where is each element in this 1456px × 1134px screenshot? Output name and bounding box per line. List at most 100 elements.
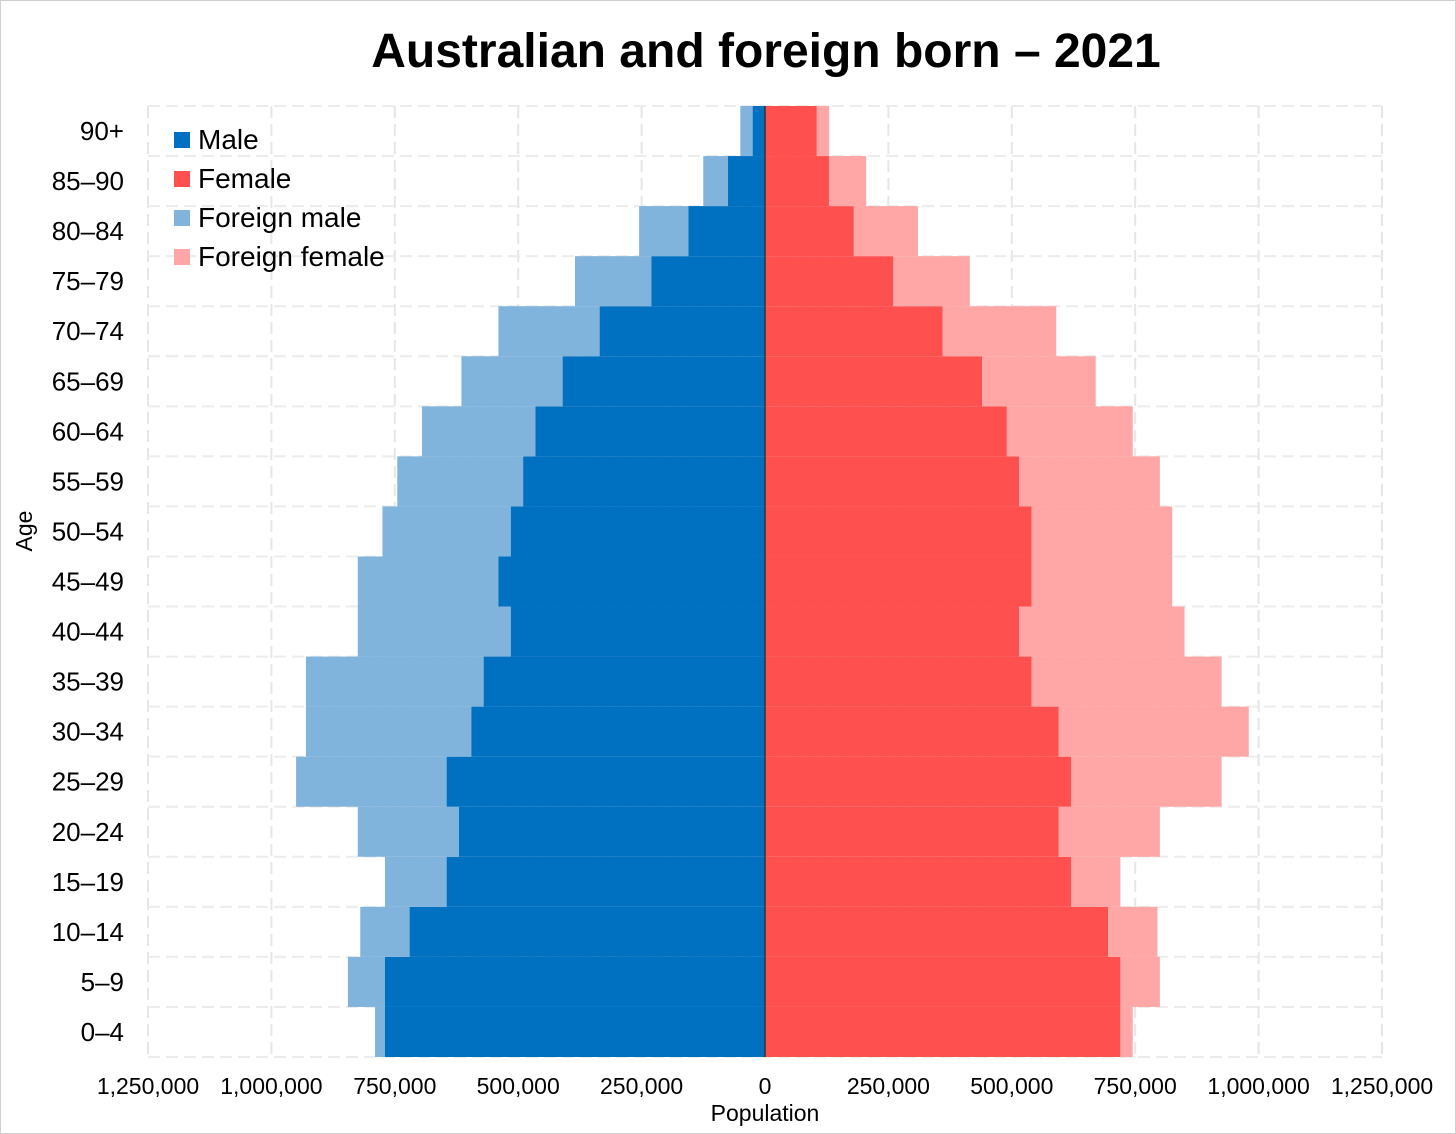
bar-male xyxy=(523,456,765,507)
legend-item-male: Male xyxy=(174,120,385,159)
bar-foreign-male xyxy=(305,706,472,757)
y-tick-label: 15–19 xyxy=(52,867,124,897)
bar-male xyxy=(510,506,765,557)
bar-foreign-female xyxy=(1120,1006,1133,1057)
y-tick-label: 40–44 xyxy=(52,617,124,647)
bar-female xyxy=(765,106,817,157)
bar-female xyxy=(765,306,943,357)
legend-item-foreign-female: Foreign female xyxy=(174,237,385,276)
bar-foreign-female xyxy=(1058,806,1160,857)
bar-male xyxy=(471,706,765,757)
bar-foreign-female xyxy=(1019,606,1185,657)
x-axis-title: Population xyxy=(711,1100,820,1126)
bar-foreign-female xyxy=(816,106,830,157)
bar-foreign-female xyxy=(1031,556,1173,607)
legend-swatch-foreign-male xyxy=(174,209,190,226)
bar-foreign-female xyxy=(1031,656,1222,707)
bar-male xyxy=(458,806,765,857)
bar-foreign-male xyxy=(703,156,728,207)
y-tick-label: 10–14 xyxy=(52,917,124,947)
bar-female xyxy=(765,956,1121,1007)
bar-foreign-male xyxy=(574,256,652,307)
x-tick-label: 1,250,000 xyxy=(1331,1073,1433,1099)
bar-foreign-male xyxy=(639,206,689,257)
legend: Male Female Foreign male Foreign female xyxy=(174,120,385,276)
y-tick-label: 25–29 xyxy=(52,767,124,797)
bar-foreign-male xyxy=(357,606,511,657)
bar-foreign-male xyxy=(357,556,499,607)
bar-female xyxy=(765,156,830,207)
bar-foreign-female xyxy=(982,356,1096,407)
legend-swatch-male xyxy=(174,131,190,148)
y-axis-title: Age xyxy=(11,511,37,552)
bar-foreign-female xyxy=(1058,706,1249,757)
bar-male xyxy=(409,906,765,957)
bar-foreign-male xyxy=(357,806,459,857)
bar-foreign-male xyxy=(305,656,484,707)
bar-foreign-female xyxy=(1120,956,1160,1007)
y-tick-label: 30–34 xyxy=(52,717,124,747)
legend-label-foreign-male: Foreign male xyxy=(198,201,362,233)
bar-female xyxy=(765,756,1072,807)
y-tick-label: 90+ xyxy=(80,116,124,146)
y-tick-label: 65–69 xyxy=(52,366,124,396)
bar-female xyxy=(765,206,854,257)
y-tick-label: 75–79 xyxy=(52,266,124,296)
y-tick-label: 80–84 xyxy=(52,216,124,246)
bar-male xyxy=(752,106,765,157)
y-tick-label: 0–4 xyxy=(81,1017,124,1047)
bar-foreign-male xyxy=(384,856,447,907)
bar-female xyxy=(765,1006,1121,1057)
bar-female xyxy=(765,506,1032,557)
bar-female xyxy=(765,656,1032,707)
bar-female xyxy=(765,256,894,307)
bar-male xyxy=(651,256,765,307)
bar-foreign-male xyxy=(740,106,753,157)
bar-foreign-male xyxy=(498,306,600,357)
bar-foreign-male xyxy=(397,456,524,507)
bar-foreign-female xyxy=(1006,406,1133,457)
x-tick-label: 0 xyxy=(759,1073,772,1099)
bar-female xyxy=(765,556,1032,607)
x-tick-label: 750,000 xyxy=(1094,1073,1177,1099)
bar-male xyxy=(483,656,765,707)
y-tick-label: 85–90 xyxy=(52,166,124,196)
bar-male xyxy=(446,756,765,807)
legend-swatch-foreign-female xyxy=(174,248,190,265)
x-tick-label: 250,000 xyxy=(600,1073,683,1099)
legend-item-foreign-male: Foreign male xyxy=(174,198,385,237)
legend-item-female: Female xyxy=(174,159,385,198)
bar-foreign-female xyxy=(1071,756,1222,807)
bar-foreign-female xyxy=(829,156,867,207)
bar-foreign-male xyxy=(296,756,447,807)
bar-foreign-male xyxy=(347,956,385,1007)
bar-male xyxy=(688,206,765,257)
bar-foreign-male xyxy=(382,506,511,557)
bar-foreign-male xyxy=(360,906,410,957)
bar-male xyxy=(727,156,765,207)
y-tick-label: 60–64 xyxy=(52,416,124,446)
bar-foreign-male xyxy=(421,406,536,457)
x-tick-label: 1,000,000 xyxy=(1207,1073,1309,1099)
y-tick-label: 45–49 xyxy=(52,567,124,597)
y-tick-label: 70–74 xyxy=(52,316,124,346)
bar-foreign-female xyxy=(1108,906,1158,957)
bar-male xyxy=(384,1006,765,1057)
bar-male xyxy=(498,556,765,607)
y-tick-label: 55–59 xyxy=(52,466,124,496)
y-tick-label: 35–39 xyxy=(52,667,124,697)
legend-label-male: Male xyxy=(198,123,259,155)
y-tick-label: 50–54 xyxy=(52,516,124,546)
x-tick-label: 1,250,000 xyxy=(97,1073,199,1099)
bar-female xyxy=(765,606,1020,657)
bar-female xyxy=(765,456,1020,507)
bar-male xyxy=(562,356,765,407)
bar-female xyxy=(765,806,1059,857)
bar-male xyxy=(384,956,765,1007)
x-tick-label: 500,000 xyxy=(970,1073,1053,1099)
y-tick-label: 5–9 xyxy=(81,967,124,997)
legend-label-foreign-female: Foreign female xyxy=(198,240,385,272)
bar-female xyxy=(765,356,983,407)
legend-label-female: Female xyxy=(198,162,292,194)
